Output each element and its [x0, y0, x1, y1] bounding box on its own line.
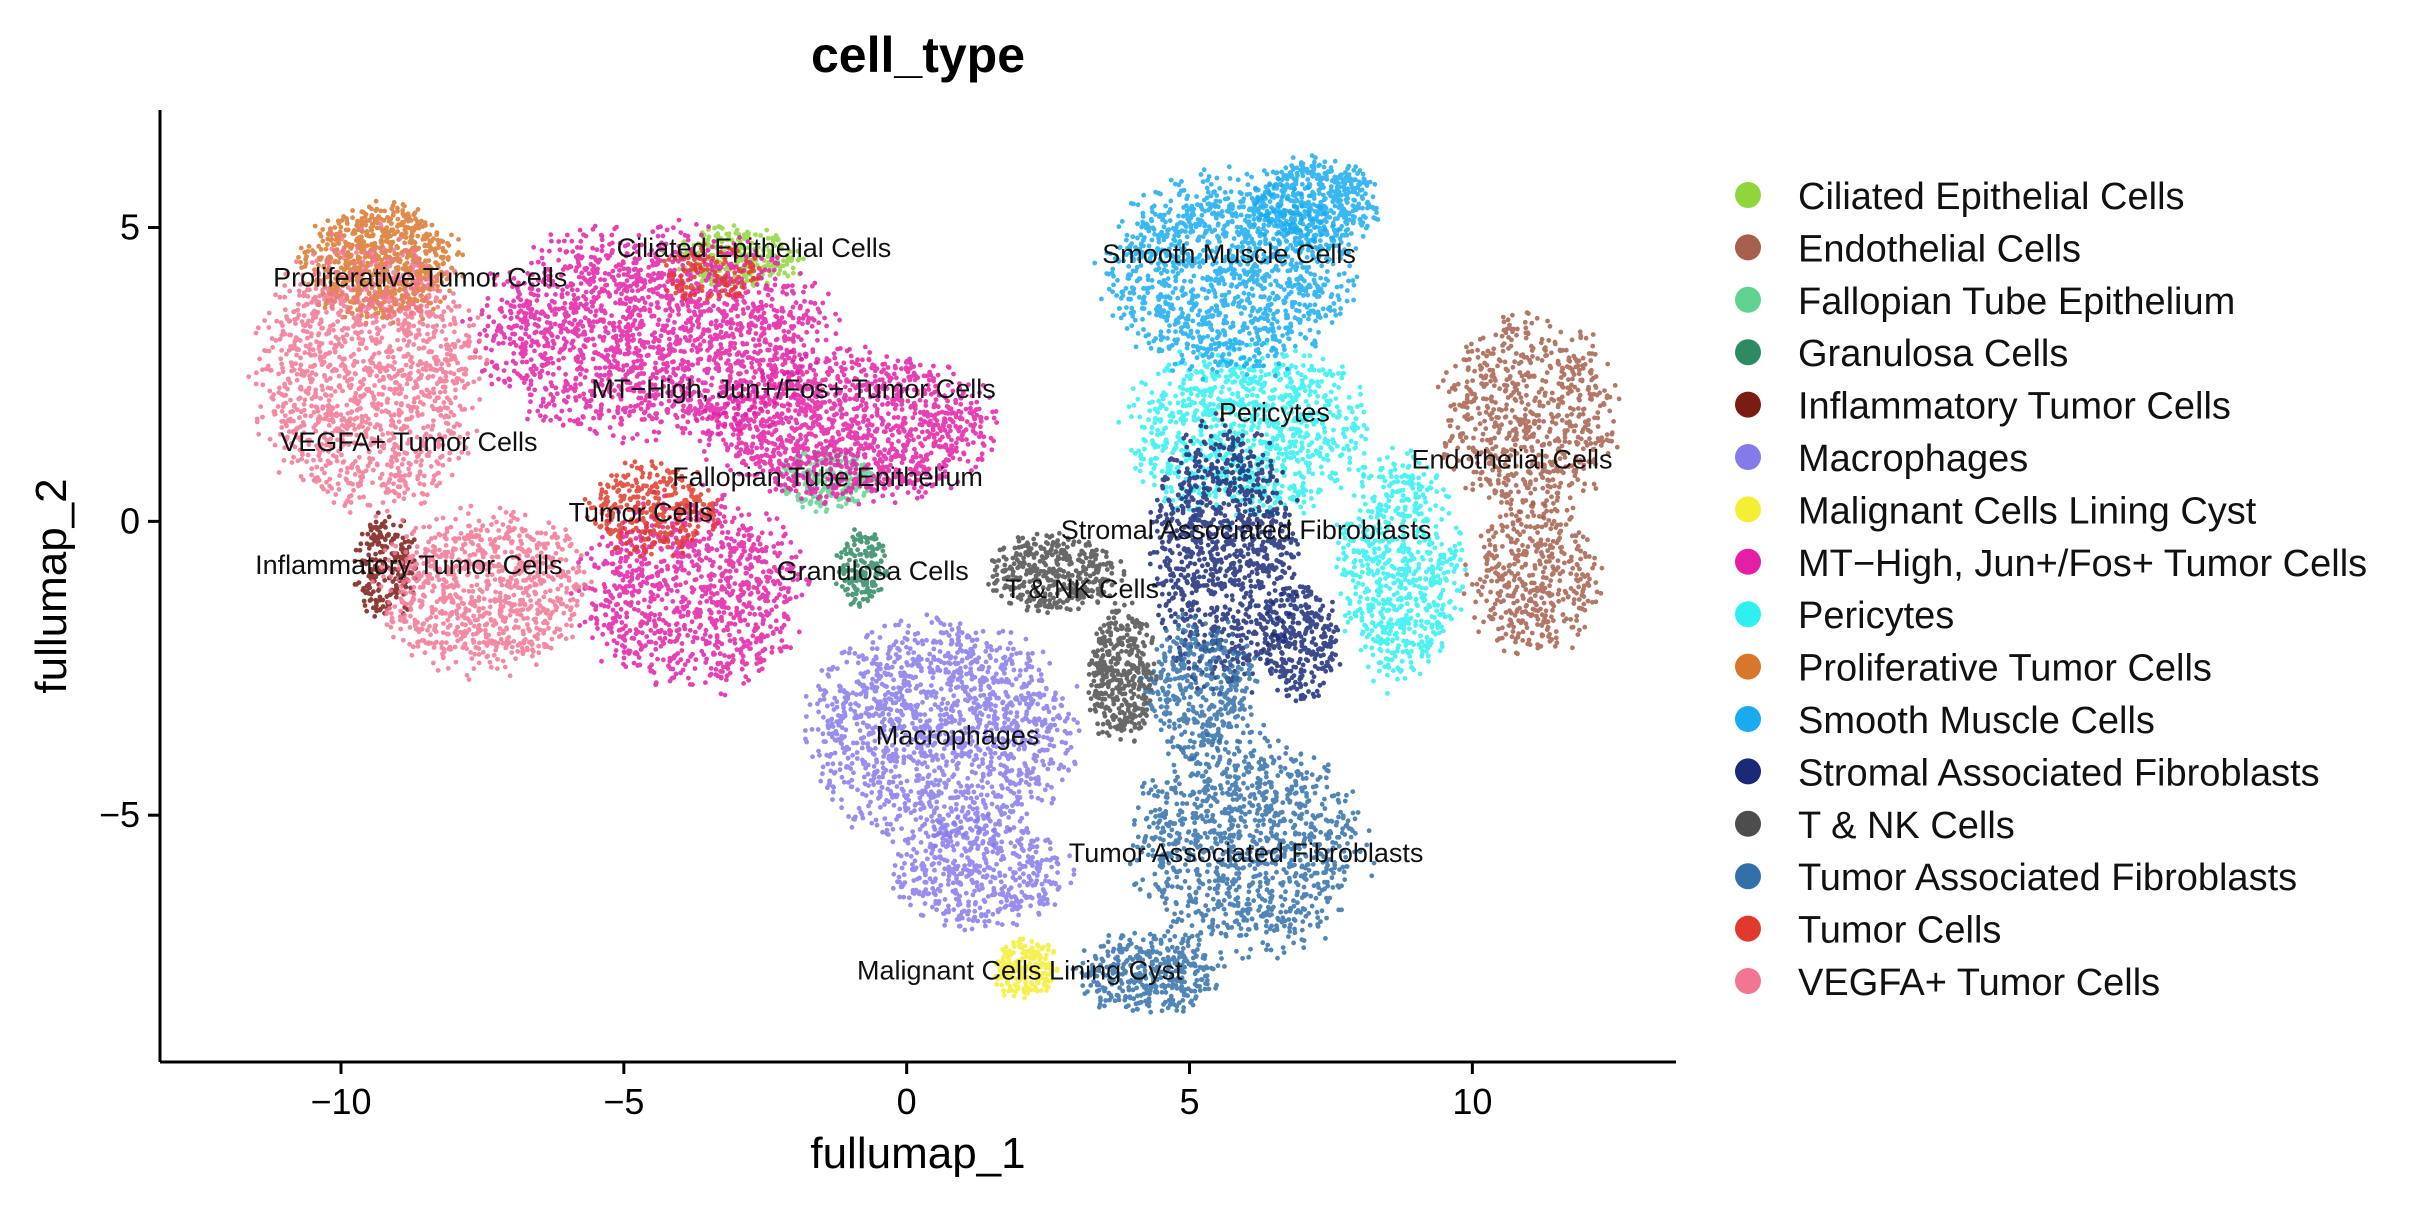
legend-label-15: VEGFA+ Tumor Cells — [1798, 962, 2160, 1004]
points-series-12-blob-0 — [986, 530, 1127, 616]
legend-marker-1 — [1735, 234, 1761, 261]
legend-label-9: Proliferative Tumor Cells — [1798, 648, 2212, 690]
points-series-11-blob-0 — [1147, 411, 1301, 696]
legend-marker-5 — [1735, 444, 1761, 470]
scatter-points — [246, 153, 1622, 1015]
x-tick-label: 10 — [1452, 1081, 1492, 1122]
cluster-label-13: Tumor Associated Fibroblasts — [1069, 838, 1424, 868]
cluster-label-4: Inflammatory Tumor Cells — [255, 550, 563, 580]
legend-marker-3 — [1735, 339, 1761, 366]
x-tick-label: −10 — [310, 1081, 371, 1122]
legend-marker-7 — [1735, 548, 1761, 575]
points-series-9-blob-0 — [296, 198, 466, 326]
points-series-14-blob-0 — [582, 459, 721, 559]
chart-title: cell_type — [811, 27, 1025, 83]
legend-marker-11 — [1735, 758, 1761, 785]
cluster-label-15: VEGFA+ Tumor Cells — [280, 427, 537, 457]
points-series-1-blob-0 — [1435, 310, 1622, 523]
points-series-10-blob-0 — [1092, 164, 1360, 382]
legend-marker-8 — [1735, 601, 1761, 628]
points-series-8-blob-1 — [1334, 445, 1468, 696]
x-tick-label: −5 — [603, 1081, 644, 1122]
points-series-11-blob-1 — [1261, 584, 1343, 704]
legend-marker-12 — [1735, 810, 1761, 837]
cluster-labels: Ciliated Epithelial Cells Endothelial Cel… — [255, 233, 1612, 986]
cluster-label-3: Granulosa Cells — [777, 556, 969, 586]
points-series-7-blob-2 — [568, 482, 812, 698]
y-tick-label: 5 — [120, 207, 140, 248]
legend-label-3: Granulosa Cells — [1798, 333, 2068, 375]
y-axis-label: fullumap_2 — [27, 478, 76, 693]
points-series-4-blob-0 — [352, 510, 419, 619]
cluster-label-7: MT−High, Jun+/Fos+ Tumor Cells — [591, 374, 995, 404]
points-series-13-blob-0 — [1127, 722, 1377, 961]
points-series-15-blob-0 — [246, 221, 490, 523]
legend-label-1: Endothelial Cells — [1798, 228, 2081, 270]
legend-marker-14 — [1735, 915, 1761, 942]
points-series-5-blob-0 — [803, 612, 1082, 849]
legend-label-4: Inflammatory Tumor Cells — [1798, 386, 2231, 428]
y-tick-label: 0 — [120, 500, 140, 541]
cluster-label-8: Pericytes — [1219, 398, 1330, 428]
legend-label-2: Fallopian Tube Epithelium — [1798, 281, 2235, 323]
legend-marker-15 — [1735, 968, 1761, 994]
legend-marker-13 — [1735, 863, 1761, 890]
cluster-label-5: Macrophages — [876, 721, 1040, 751]
legend-label-8: Pericytes — [1798, 595, 1954, 637]
legend-marker-2 — [1735, 286, 1761, 313]
points-series-13-blob-2 — [1139, 612, 1260, 762]
points-series-6-blob-0 — [993, 936, 1060, 1001]
cluster-label-0: Ciliated Epithelial Cells — [617, 233, 892, 263]
legend-marker-9 — [1735, 653, 1761, 680]
axes: −10 −5 0 5 10 −5 0 5 — [99, 110, 1676, 1122]
points-series-15-blob-1 — [370, 503, 594, 682]
cluster-label-6: Malignant Cells Lining Cyst — [857, 956, 1183, 986]
points-series-5-blob-1 — [890, 813, 1077, 933]
legend-marker-10 — [1735, 706, 1761, 732]
cluster-label-12: T & NK Cells — [1005, 574, 1159, 604]
cluster-label-10: Smooth Muscle Cells — [1102, 239, 1356, 269]
points-series-7-blob-0 — [460, 217, 850, 446]
legend-label-13: Tumor Associated Fibroblasts — [1798, 857, 2297, 899]
points-series-1-blob-1 — [1461, 498, 1605, 657]
points-series-10-blob-1 — [1252, 153, 1381, 255]
x-tick-label: 0 — [897, 1081, 917, 1122]
cluster-label-11: Stromal Associated Fibroblasts — [1061, 515, 1432, 545]
x-tick-label: 5 — [1180, 1081, 1200, 1122]
x-axis-label: fullumap_1 — [810, 1129, 1025, 1178]
x-ticks: −10 −5 0 5 10 — [310, 1062, 1492, 1122]
y-ticks: −5 0 5 — [99, 207, 160, 835]
cluster-label-14: Tumor Cells — [569, 497, 714, 527]
legend-label-7: MT−High, Jun+/Fos+ Tumor Cells — [1798, 543, 2367, 585]
points-series-8-blob-0 — [1116, 338, 1370, 530]
legend-label-0: Ciliated Epithelial Cells — [1798, 176, 2185, 218]
points-series-14-blob-1 — [662, 242, 762, 302]
legend-label-6: Malignant Cells Lining Cyst — [1798, 490, 2257, 532]
points-series-13-blob-1 — [1070, 929, 1227, 1015]
points-series-12-blob-1 — [1086, 600, 1159, 744]
legend-label-12: T & NK Cells — [1798, 805, 2015, 847]
legend-marker-4 — [1735, 391, 1761, 418]
cluster-label-1: Endothelial Cells — [1411, 445, 1612, 475]
points-series-3-blob-0 — [833, 527, 889, 609]
points-series-7-blob-1 — [693, 344, 1000, 507]
y-tick-label: −5 — [99, 794, 140, 835]
legend: Ciliated Epithelial Cells Endothelial Cel… — [1735, 176, 2367, 1004]
cluster-label-9: Proliferative Tumor Cells — [273, 262, 567, 292]
legend-label-11: Stromal Associated Fibroblasts — [1798, 752, 2320, 794]
legend-label-5: Macrophages — [1798, 438, 2028, 480]
legend-marker-6 — [1735, 496, 1761, 523]
legend-label-10: Smooth Muscle Cells — [1798, 700, 2155, 742]
legend-label-14: Tumor Cells — [1798, 910, 2001, 952]
legend-marker-0 — [1735, 182, 1761, 208]
cluster-label-2: Fallopian Tube Epithelium — [672, 462, 983, 492]
